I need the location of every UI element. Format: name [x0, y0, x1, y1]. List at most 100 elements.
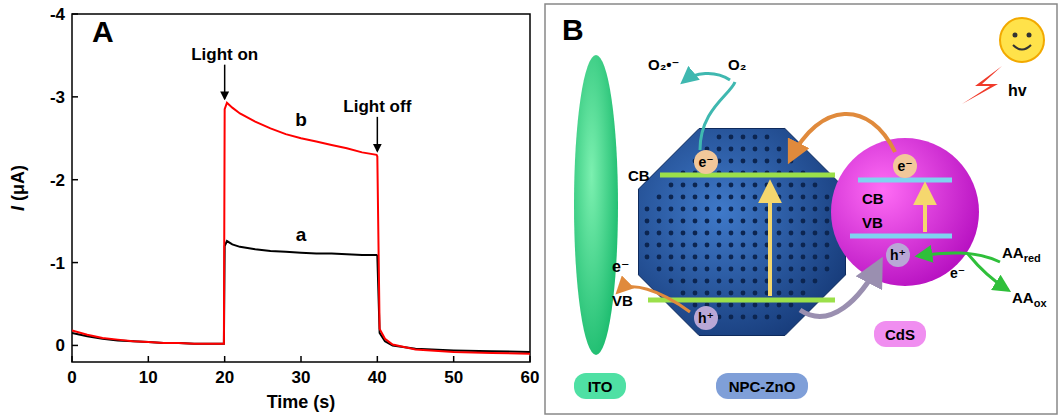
pore	[717, 147, 722, 152]
pore	[801, 291, 806, 296]
zno-cb	[660, 173, 835, 178]
pore	[669, 207, 674, 212]
pore	[717, 207, 722, 212]
pore	[777, 207, 782, 212]
annotation: Light off	[343, 97, 411, 116]
pore	[801, 183, 806, 188]
pore	[789, 243, 794, 248]
o2-arrow-segment	[700, 82, 735, 150]
pore	[741, 195, 746, 200]
pore	[729, 183, 734, 188]
pore	[801, 267, 806, 272]
name-tag-label: NPC-ZnO	[729, 378, 796, 395]
pore	[681, 279, 686, 284]
x-tick	[377, 356, 379, 362]
pore	[681, 267, 686, 272]
pore	[693, 267, 698, 272]
pore	[729, 243, 734, 248]
pore	[825, 243, 830, 248]
electron-transfer-arrow	[790, 114, 895, 160]
ito-electrode	[574, 55, 618, 355]
pore	[657, 267, 662, 272]
y-tick	[72, 262, 78, 264]
pore	[777, 195, 782, 200]
pore	[825, 207, 830, 212]
pore	[789, 195, 794, 200]
pore	[777, 183, 782, 188]
pore	[789, 255, 794, 260]
pore	[753, 243, 758, 248]
pore	[789, 303, 794, 308]
pore	[741, 243, 746, 248]
pore	[669, 219, 674, 224]
y-axis-unit: (μA)	[8, 165, 28, 206]
pore	[825, 219, 830, 224]
pore	[693, 279, 698, 284]
x-tick-label: 30	[292, 368, 311, 387]
pore	[693, 291, 698, 296]
pore	[753, 315, 758, 320]
pore	[741, 147, 746, 152]
pore	[813, 279, 818, 284]
pore	[669, 243, 674, 248]
pore	[777, 147, 782, 152]
y-tick	[72, 345, 78, 347]
pore	[693, 219, 698, 224]
pore	[741, 135, 746, 140]
pore	[741, 267, 746, 272]
pore	[777, 243, 782, 248]
pore	[693, 195, 698, 200]
panel-a: A01020304050600-1-2-3-4Time (s)I (μA)abL…	[8, 5, 539, 412]
pore	[729, 231, 734, 236]
pore	[681, 219, 686, 224]
y-tick-label: 0	[56, 336, 65, 355]
pore	[777, 315, 782, 320]
y-tick-label: -3	[50, 88, 65, 107]
pore	[705, 267, 710, 272]
carrier-dot	[886, 243, 910, 267]
pore	[777, 231, 782, 236]
x-tick	[224, 356, 226, 362]
pore	[705, 183, 710, 188]
pore	[777, 291, 782, 296]
lines	[72, 103, 530, 354]
y-tick	[72, 96, 78, 98]
pore	[741, 207, 746, 212]
pore	[729, 219, 734, 224]
pore	[729, 315, 734, 320]
pore	[729, 147, 734, 152]
x-tick-label: 10	[139, 368, 158, 387]
pore	[801, 231, 806, 236]
series-line	[72, 103, 530, 354]
electron-label: e⁻	[950, 265, 965, 281]
electron-label: e⁻	[612, 258, 629, 275]
pore	[693, 255, 698, 260]
pore	[693, 243, 698, 248]
hv-label: hv	[1008, 82, 1027, 99]
excitation-arrow	[768, 184, 772, 296]
pore	[789, 219, 794, 224]
pore	[741, 219, 746, 224]
species-base: AA	[1012, 289, 1034, 306]
carrier-dot	[694, 150, 718, 174]
pore	[729, 159, 734, 164]
cds-cb	[858, 178, 952, 183]
pore	[753, 267, 758, 272]
pore	[789, 207, 794, 212]
pore	[801, 195, 806, 200]
x-tick	[300, 356, 302, 362]
sun	[1000, 18, 1044, 62]
pore	[825, 231, 830, 236]
o2-reduction-arrow	[683, 73, 730, 82]
pore	[645, 207, 650, 212]
pore	[801, 255, 806, 260]
pore	[753, 195, 758, 200]
pore	[669, 231, 674, 236]
plot-frame	[72, 14, 530, 362]
pore	[729, 207, 734, 212]
species-label: O₂•⁻	[648, 56, 680, 73]
carrier-label: e⁻	[698, 154, 713, 170]
carrier-label: h⁺	[890, 247, 906, 263]
pore	[657, 243, 662, 248]
pore	[813, 231, 818, 236]
